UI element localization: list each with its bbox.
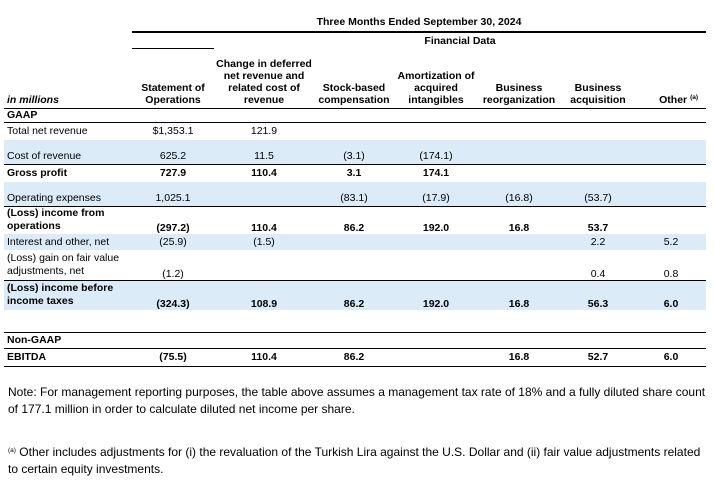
value-cell: (1.5) (214, 234, 314, 250)
footnote-marker: (a) (8, 447, 16, 454)
value-cell: 52.7 (587, 351, 609, 363)
value-cell: 16.8 (508, 222, 530, 234)
value-cell: 192.0 (422, 222, 450, 234)
value-cell: 6.0 (663, 351, 679, 363)
value-cell: (17.9) (394, 190, 478, 207)
row-label: Total net revenue (4, 121, 132, 140)
value-cell: $1,353.1 (132, 121, 214, 140)
row-label: Cost of revenue (4, 148, 132, 165)
value-cell: 727.9 (159, 167, 187, 180)
value-cell: 3.1 (346, 167, 362, 180)
col-header-other: Other (a) (659, 93, 699, 106)
value-cell: 192.0 (394, 280, 478, 310)
col-header-acquisition: Business acquisition (570, 81, 626, 106)
value-cell: (1.2) (132, 250, 214, 281)
value-cell: (174.1) (394, 148, 478, 165)
nongaap-section-label: Non-GAAP (4, 331, 132, 349)
value-cell: (83.1) (314, 190, 394, 207)
value-cell: 1,025.1 (132, 190, 214, 207)
value-cell: 110.4 (251, 222, 277, 234)
value-cell: 174.1 (422, 167, 450, 180)
value-cell: 0.4 (560, 250, 636, 281)
value-cell: (53.7) (560, 190, 636, 207)
row-label: Gross profit (7, 167, 68, 180)
footnote: (a) Other includes adjustments for (i) t… (8, 445, 701, 476)
value-cell: 121.9 (214, 121, 314, 140)
value-cell: 16.8 (478, 280, 560, 310)
value-cell: 16.8 (508, 351, 530, 363)
value-cell: 6.0 (636, 280, 707, 310)
value-cell: 86.2 (343, 222, 365, 234)
value-cell: (324.3) (132, 280, 214, 310)
col-header-stock-comp: Stock-based compensation (318, 81, 390, 106)
units-label: in millions (7, 93, 59, 106)
management-note: Note: For management reporting purposes,… (8, 385, 706, 416)
footnote-marker: (a) (690, 93, 699, 101)
row-label: (Loss) gain on fair value adjustments, ne… (4, 250, 132, 281)
value-cell: 86.2 (314, 280, 394, 310)
value-cell: 108.9 (214, 280, 314, 310)
value-cell: 53.7 (587, 222, 609, 234)
value-cell: 625.2 (132, 148, 214, 165)
col-header-statement: Statement of Operations (132, 47, 214, 108)
value-cell: (16.8) (478, 190, 560, 207)
value-cell: 0.8 (636, 250, 707, 281)
group-header: Financial Data (214, 31, 707, 48)
row-label: (Loss) income from operations (7, 207, 105, 233)
col-header-amortization: Amortization of acquired intangibles (397, 69, 475, 106)
value-cell: 110.4 (251, 351, 277, 363)
value-cell: 86.2 (343, 351, 365, 363)
value-cell: (25.9) (132, 234, 214, 250)
value-cell: 56.3 (560, 280, 636, 310)
value-cell: (297.2) (156, 222, 190, 234)
col-header-deferred-revenue: Change in deferred net revenue and relat… (216, 57, 312, 106)
col-header-reorganization: Business reorganization (482, 81, 556, 106)
gaap-section-label: GAAP (4, 107, 132, 122)
value-cell: 5.2 (636, 234, 707, 250)
reconciliation-table: Three Months Ended September 30, 2024 Fi… (4, 12, 707, 368)
row-label: (Loss) income before income taxes (4, 280, 132, 310)
row-label: Operating expenses (4, 190, 132, 207)
value-cell: 110.4 (251, 167, 277, 180)
value-cell: (3.1) (314, 148, 394, 165)
row-label: Interest and other, net (4, 234, 132, 250)
value-cell: 2.2 (560, 234, 636, 250)
value-cell: (75.5) (159, 351, 187, 363)
period-header: Three Months Ended September 30, 2024 (316, 15, 522, 28)
value-cell: 11.5 (214, 148, 314, 165)
row-label: EBITDA (7, 351, 47, 363)
